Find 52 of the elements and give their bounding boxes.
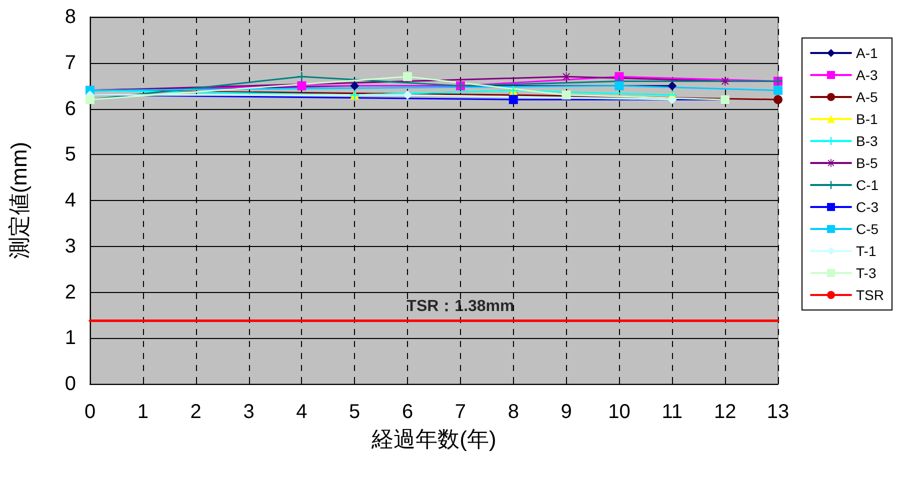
y-axis-title: 測定値(mm) [6,142,32,260]
point [562,90,571,100]
x-tick-label: 6 [402,401,414,423]
annotation: TSR：1.38mm [406,298,514,316]
legend-label: C-1 [856,177,879,193]
legend-label: B-3 [856,133,878,149]
y-tick-label: 7 [64,52,76,74]
x-tick-label: 12 [714,401,736,423]
legend-label: T-1 [856,243,876,259]
y-tick-label: 3 [64,235,76,258]
x-tick-label: 8 [508,401,519,423]
point [403,72,412,82]
point [403,90,412,100]
x-tick-label: 10 [608,401,630,423]
x-axis-title: 経過年数(年) [370,426,496,452]
x-tick-label: 13 [766,401,790,423]
point [614,81,624,90]
point [668,95,677,104]
legend-label: B-1 [856,111,878,127]
y-tick-label: 6 [64,98,76,120]
point [720,76,730,86]
y-tick-label: 8 [64,6,76,28]
point [508,95,518,104]
legend-label: A-5 [856,89,878,105]
legend-label: B-5 [856,155,878,171]
x-tick-label: 1 [137,401,148,423]
x-tick-label: 7 [454,401,466,423]
legend-label: A-3 [856,67,878,83]
legend-label: T-3 [856,265,876,281]
legend-label: C-3 [856,199,879,215]
point [774,86,782,95]
y-tick-label: 4 [64,190,76,212]
x-tick-label: 9 [560,401,572,423]
y-tick-label: 5 [64,144,76,166]
x-tick-label: 4 [296,401,308,423]
x-tick-label: 0 [84,401,96,423]
x-tick-label: 5 [349,401,360,423]
point [562,72,571,82]
point [297,72,306,82]
point [774,95,782,104]
legend-label: TSR [856,287,884,303]
x-tick-label: 3 [243,401,254,423]
legend-label: C-5 [856,221,879,237]
x-tick-label: 11 [662,401,683,423]
y-tick-label: 1 [64,327,76,350]
y-tick-label: 0 [64,373,76,395]
point [350,81,360,90]
point [297,81,306,90]
legend-label: A-1 [856,45,878,61]
point [668,81,677,90]
x-tick-label: 2 [190,401,202,423]
y-tick-label: 2 [64,281,76,304]
